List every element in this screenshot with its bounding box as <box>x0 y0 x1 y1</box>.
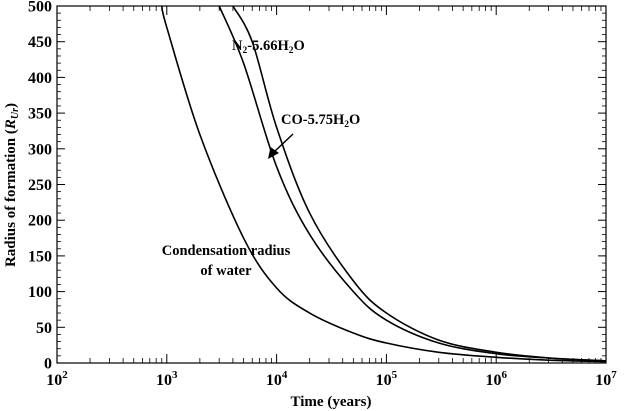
annotation-co-main: CO-5.75H <box>281 112 345 128</box>
annotation-co-end: O <box>349 112 360 128</box>
y-tick-label: 200 <box>28 213 52 230</box>
x-tick-label-base: 10 <box>485 372 501 389</box>
series-line-water <box>160 6 606 363</box>
y-tick-label: 450 <box>28 34 52 51</box>
y-tick-label: 500 <box>28 0 52 16</box>
x-tick-label: 107 <box>595 369 617 389</box>
annotation-n2-sub2: 2 <box>289 46 294 56</box>
x-tick-label-base: 10 <box>156 372 172 389</box>
y-tick-label: 150 <box>28 248 52 265</box>
series-line-n2 <box>232 6 606 362</box>
y-tick-label: 100 <box>28 284 52 301</box>
x-tick-label-exponent: 6 <box>501 369 507 381</box>
y-axis-ticks <box>57 5 606 364</box>
annotation-n2-main: N <box>232 38 243 54</box>
x-tick-label-base: 10 <box>266 372 282 389</box>
y-tick-label: 400 <box>28 70 52 87</box>
y-tick-label: 250 <box>28 177 52 194</box>
x-tick-label-base: 10 <box>595 372 611 389</box>
y-axis-label-end: ) <box>3 103 19 108</box>
x-tick-label-exponent: 4 <box>282 369 288 381</box>
x-tick-label: 103 <box>156 369 178 389</box>
x-axis-label: Time (years) <box>291 394 372 410</box>
y-axis-label-main: Radius of formation ( <box>3 129 19 267</box>
x-tick-label: 102 <box>46 369 68 389</box>
series-line-co <box>218 6 606 362</box>
plot-frame <box>56 5 607 364</box>
y-axis-label-subscript: Ur <box>10 108 21 119</box>
y-tick-label: 300 <box>28 141 52 158</box>
y-tick-label: 0 <box>44 356 52 373</box>
x-axis-ticks <box>56 6 607 363</box>
x-tick-label: 105 <box>376 369 398 389</box>
annotation-co-arrow <box>268 133 294 159</box>
annotation-n2: N2-5.66H2O <box>232 38 305 56</box>
y-tick-label: 350 <box>28 106 52 123</box>
y-tick-label: 50 <box>36 320 52 337</box>
y-axis-tick-labels: 0 50 100 150 200 250 300 350 400 450 500 <box>28 0 52 373</box>
series-group <box>160 6 606 363</box>
annotation-n2-end: O <box>293 38 304 54</box>
y-axis-label-symbol: R <box>3 119 19 130</box>
x-tick-label-base: 10 <box>376 372 392 389</box>
x-tick-label-exponent: 3 <box>172 369 178 381</box>
x-tick-label: 106 <box>485 369 507 389</box>
x-tick-label-base: 10 <box>46 372 62 389</box>
x-tick-label-exponent: 7 <box>611 369 617 381</box>
x-tick-label-exponent: 2 <box>62 369 68 381</box>
annotation-n2-sub1: 2 <box>242 46 247 56</box>
annotation-n2-mid: -5.66H <box>247 38 289 54</box>
x-tick-label: 104 <box>266 369 288 389</box>
annotation-water-line2: of water <box>200 263 252 279</box>
y-axis-label: Radius of formation (RUr) <box>3 103 21 267</box>
x-axis-tick-labels: 102 103 104 105 106 107 <box>46 369 617 389</box>
annotation-water-line1: Condensation radius <box>162 243 291 259</box>
annotation-co: CO-5.75H2O <box>281 112 360 130</box>
x-tick-label-exponent: 5 <box>392 369 398 381</box>
annotation-co-sub: 2 <box>344 120 349 130</box>
